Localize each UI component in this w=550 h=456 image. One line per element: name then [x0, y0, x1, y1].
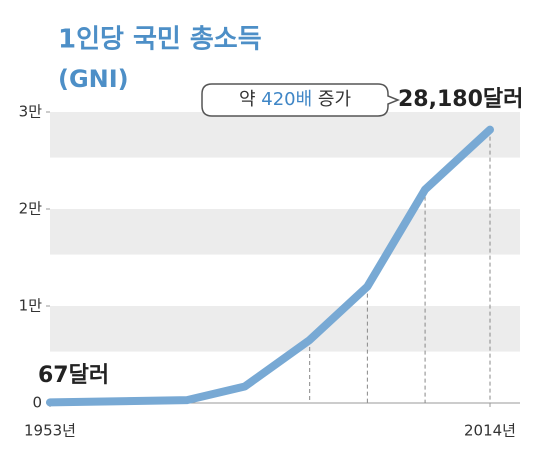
grid-band — [50, 209, 520, 255]
annotation: 약 420배 증가 — [239, 89, 351, 110]
chart-subtitle: (GNI) — [58, 65, 129, 93]
y-tick-label: 3만 — [19, 103, 43, 121]
y-tick-label: 0 — [32, 394, 42, 412]
y-tick-label: 2만 — [19, 200, 43, 218]
annotation-suffix: 증가 — [318, 89, 351, 110]
chart-title: 1인당 국민 총소득 — [58, 25, 262, 55]
grid-band — [50, 112, 520, 158]
annotation-highlight: 420배 — [261, 89, 312, 110]
grid-band — [50, 306, 520, 352]
x-tick-label: 1953년 — [24, 422, 76, 440]
start-label: 67달러 — [38, 363, 109, 388]
x-tick-label: 2014년 — [464, 422, 516, 440]
end-label: 28,180달러 — [398, 87, 523, 112]
callout-box — [201, 83, 401, 117]
annotation-prefix: 약 — [239, 89, 256, 110]
line-series — [46, 125, 494, 407]
y-tick-label: 1만 — [19, 297, 43, 315]
